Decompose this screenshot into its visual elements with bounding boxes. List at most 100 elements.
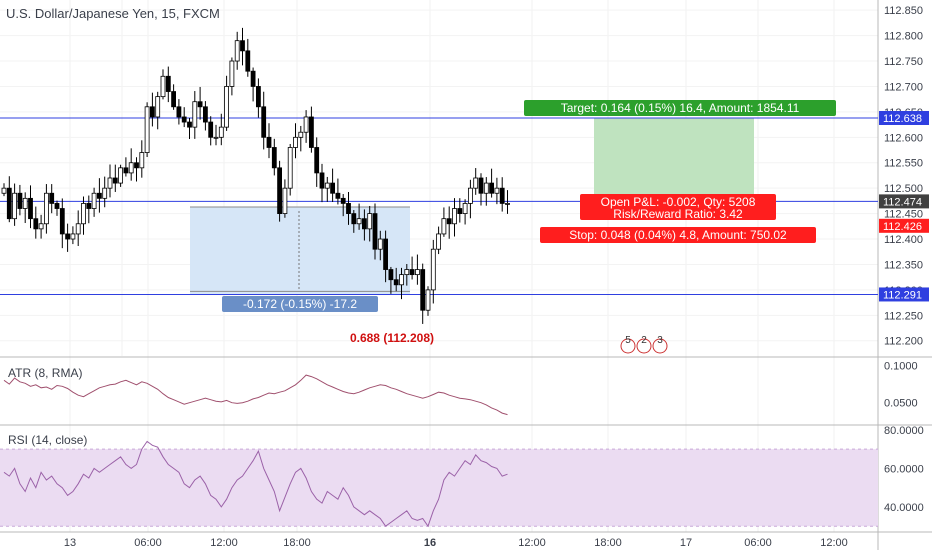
candle-body-57 bbox=[303, 116, 309, 133]
event-flag-icon-0 bbox=[620, 338, 636, 354]
y-tick-label-8: 112.450 bbox=[884, 209, 923, 221]
candle-body-78 bbox=[414, 269, 420, 276]
candle-body-38 bbox=[202, 106, 208, 123]
candle-body-53 bbox=[282, 187, 288, 215]
candle-body-9 bbox=[49, 192, 55, 204]
candle-body-23 bbox=[123, 167, 129, 174]
candle-body-68 bbox=[361, 218, 367, 230]
event-count-2: 3 bbox=[657, 335, 663, 346]
candle-body-4 bbox=[22, 197, 28, 209]
candle-body-45 bbox=[240, 40, 245, 52]
candle-body-79 bbox=[420, 269, 426, 311]
candle-body-35 bbox=[187, 121, 192, 128]
event-count-1: 2 bbox=[641, 335, 647, 346]
x-tick-label-5: 12:00 bbox=[518, 537, 546, 549]
candle-body-84 bbox=[446, 218, 452, 225]
candle-body-89 bbox=[473, 177, 479, 189]
candle-body-54 bbox=[287, 147, 293, 189]
candle-body-25 bbox=[134, 162, 139, 169]
candle-body-31 bbox=[165, 75, 171, 92]
candle-body-51 bbox=[271, 147, 277, 169]
y-tick-label-0: 112.850 bbox=[884, 5, 923, 17]
candle-body-30 bbox=[160, 75, 166, 98]
candle-body-24 bbox=[128, 162, 134, 174]
candle-body-66 bbox=[351, 213, 357, 225]
candle-body-87 bbox=[462, 203, 468, 215]
candle-body-90 bbox=[478, 177, 484, 194]
candle-body-28 bbox=[149, 106, 155, 118]
candle-body-75 bbox=[399, 274, 404, 286]
candle-body-33 bbox=[176, 106, 182, 118]
candle-body-61 bbox=[324, 182, 330, 189]
x-tick-label-3: 18:00 bbox=[283, 537, 311, 549]
candle-body-15 bbox=[81, 203, 86, 225]
y-tick-label-9: 112.400 bbox=[884, 234, 923, 246]
price-tag-bg-0 bbox=[879, 110, 929, 125]
y-tick-label-1: 112.800 bbox=[884, 31, 923, 43]
rsi-band bbox=[0, 449, 878, 527]
target-label-bg bbox=[524, 100, 836, 116]
candle-body-60 bbox=[319, 172, 325, 189]
candle-body-36 bbox=[192, 101, 198, 128]
y-tick-label-7: 112.500 bbox=[884, 183, 923, 195]
price-tag-3: 112.291 bbox=[883, 289, 922, 301]
x-tick-label-8: 06:00 bbox=[744, 537, 772, 549]
target-label: Target: 0.164 (0.15%) 16.4, Amount: 1854… bbox=[561, 101, 800, 115]
y-tick-label-3: 112.700 bbox=[884, 81, 923, 93]
rsi-line bbox=[3, 440, 508, 528]
stop-label-bg bbox=[540, 227, 816, 243]
price-tag-1: 112.474 bbox=[883, 196, 922, 208]
stop-label: Stop: 0.048 (0.04%) 4.8, Amount: 750.02 bbox=[569, 228, 787, 242]
candle-body-39 bbox=[208, 121, 214, 138]
pl-box-bg bbox=[580, 194, 776, 220]
candle-body-85 bbox=[452, 208, 457, 225]
candle-body-49 bbox=[261, 106, 267, 138]
x-tick-label-4: 16 bbox=[424, 537, 436, 549]
chart-title: U.S. Dollar/Japanese Yen, 15, FXCM bbox=[6, 6, 220, 21]
candle-body-2 bbox=[12, 192, 18, 220]
candle-body-47 bbox=[250, 70, 256, 87]
rsi-axis-label-1: 60.0000 bbox=[884, 463, 924, 475]
candle-body-20 bbox=[107, 177, 113, 189]
x-tick-label-0: 13 bbox=[64, 537, 76, 549]
x-tick-label-1: 06:00 bbox=[134, 537, 162, 549]
candle-body-34 bbox=[181, 116, 187, 123]
candle-body-58 bbox=[308, 116, 314, 148]
candle-body-29 bbox=[155, 96, 161, 118]
y-tick-label-13: 112.200 bbox=[884, 336, 923, 348]
candle-body-50 bbox=[266, 136, 272, 148]
price-tag-bg-2 bbox=[879, 218, 929, 233]
candle-body-46 bbox=[245, 50, 251, 72]
candle-body-81 bbox=[430, 248, 436, 291]
candle-body-70 bbox=[372, 213, 378, 250]
candle-body-5 bbox=[28, 197, 33, 220]
candle-body-83 bbox=[441, 218, 447, 235]
candle-body-73 bbox=[388, 269, 394, 281]
x-tick-label-2: 12:00 bbox=[210, 537, 238, 549]
candle-body-32 bbox=[171, 91, 177, 108]
candle-body-13 bbox=[70, 233, 76, 240]
candle-body-59 bbox=[314, 147, 320, 174]
candle-body-3 bbox=[17, 192, 23, 209]
risk-reward-label: Risk/Reward Ratio: 3.42 bbox=[613, 207, 743, 221]
y-tick-label-12: 112.250 bbox=[884, 310, 923, 322]
candle-body-71 bbox=[377, 238, 383, 250]
open-pl-label: Open P&L: -0.002, Qty: 5208 bbox=[601, 195, 756, 209]
candle-body-67 bbox=[356, 218, 362, 225]
candle-body-69 bbox=[367, 213, 373, 230]
candle-body-16 bbox=[86, 203, 92, 209]
candle-body-94 bbox=[499, 187, 505, 204]
x-tick-label-6: 18:00 bbox=[594, 537, 622, 549]
candle-body-77 bbox=[409, 269, 415, 276]
price-tag-2: 112.426 bbox=[883, 221, 922, 233]
candle-body-55 bbox=[293, 136, 298, 148]
candle-body-6 bbox=[33, 218, 39, 230]
candle-body-18 bbox=[97, 192, 102, 199]
candle-body-12 bbox=[65, 233, 70, 240]
rsi-title: RSI (14, close) bbox=[8, 433, 87, 447]
y-tick-label-2: 112.750 bbox=[884, 56, 923, 68]
candle-body-41 bbox=[218, 126, 224, 138]
candle-body-8 bbox=[44, 192, 49, 225]
event-flag-icon-2 bbox=[652, 338, 668, 354]
